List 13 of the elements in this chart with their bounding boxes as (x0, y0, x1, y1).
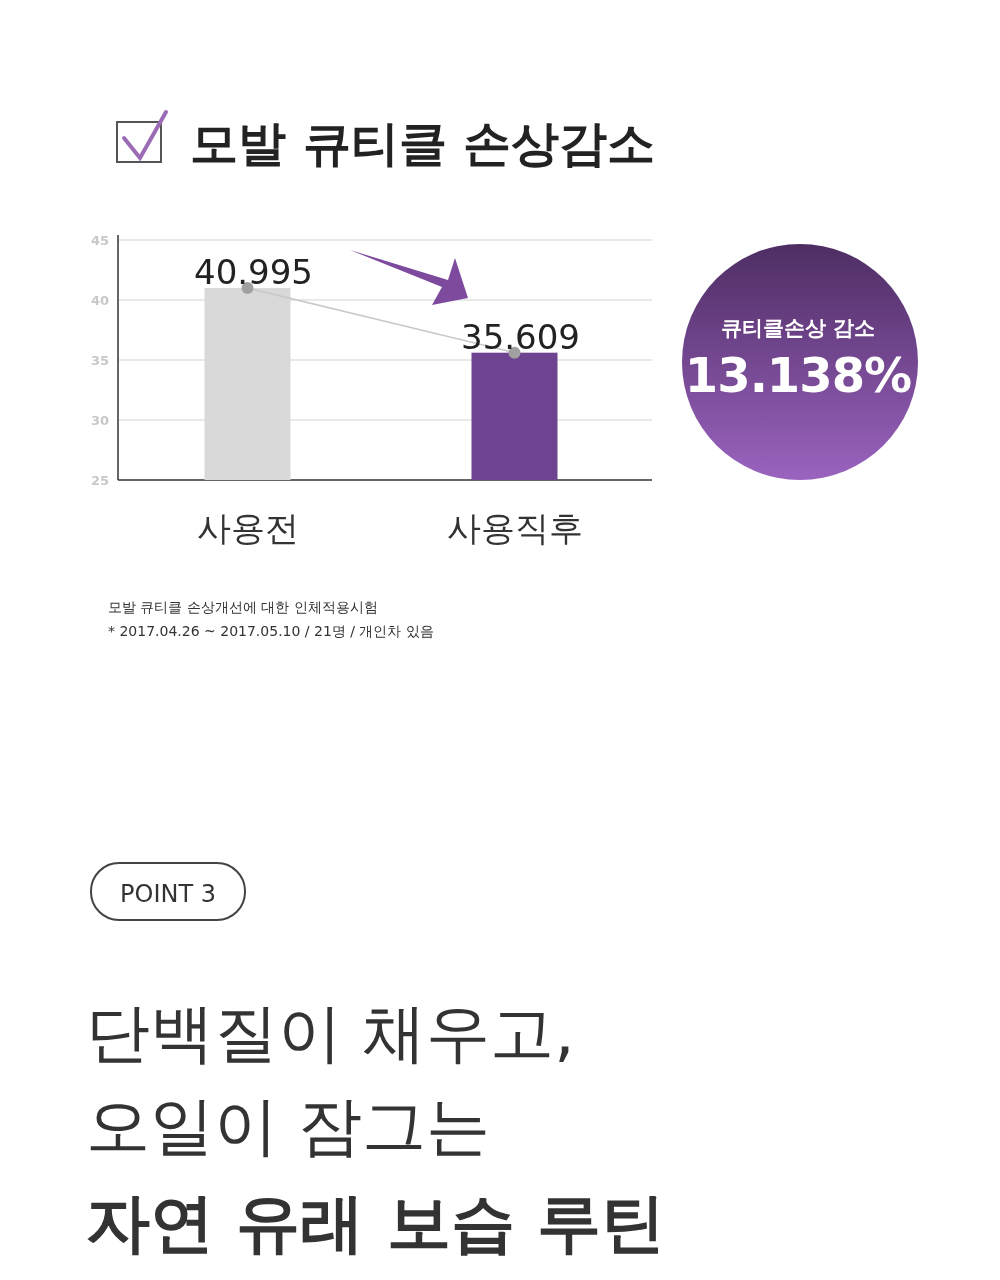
x-tick-label: 사용직후 (446, 508, 583, 548)
text: 모발 큐티클 손상개선에 대한 인체적용시험 (108, 599, 378, 615)
text: 큐티클손상 감소 (720, 316, 876, 340)
text: 13.138% (684, 347, 912, 403)
data-label: 40.995 (194, 252, 313, 293)
data-label: 35.609 (461, 316, 580, 357)
text: 단백질이 채우고, (86, 996, 575, 1070)
text: * 2017.04.26 ~ 2017.05.10 / 21명 / 개인차 있음 (108, 623, 434, 639)
chart-title: 모발 큐티클 손상감소 (190, 115, 656, 171)
x-tick-label: 사용전 (196, 508, 299, 548)
text: 자연 유래 보습 루틴 (86, 1186, 665, 1260)
text: POINT 3 (120, 880, 216, 908)
text: 오일이 잠그는 (86, 1089, 491, 1163)
